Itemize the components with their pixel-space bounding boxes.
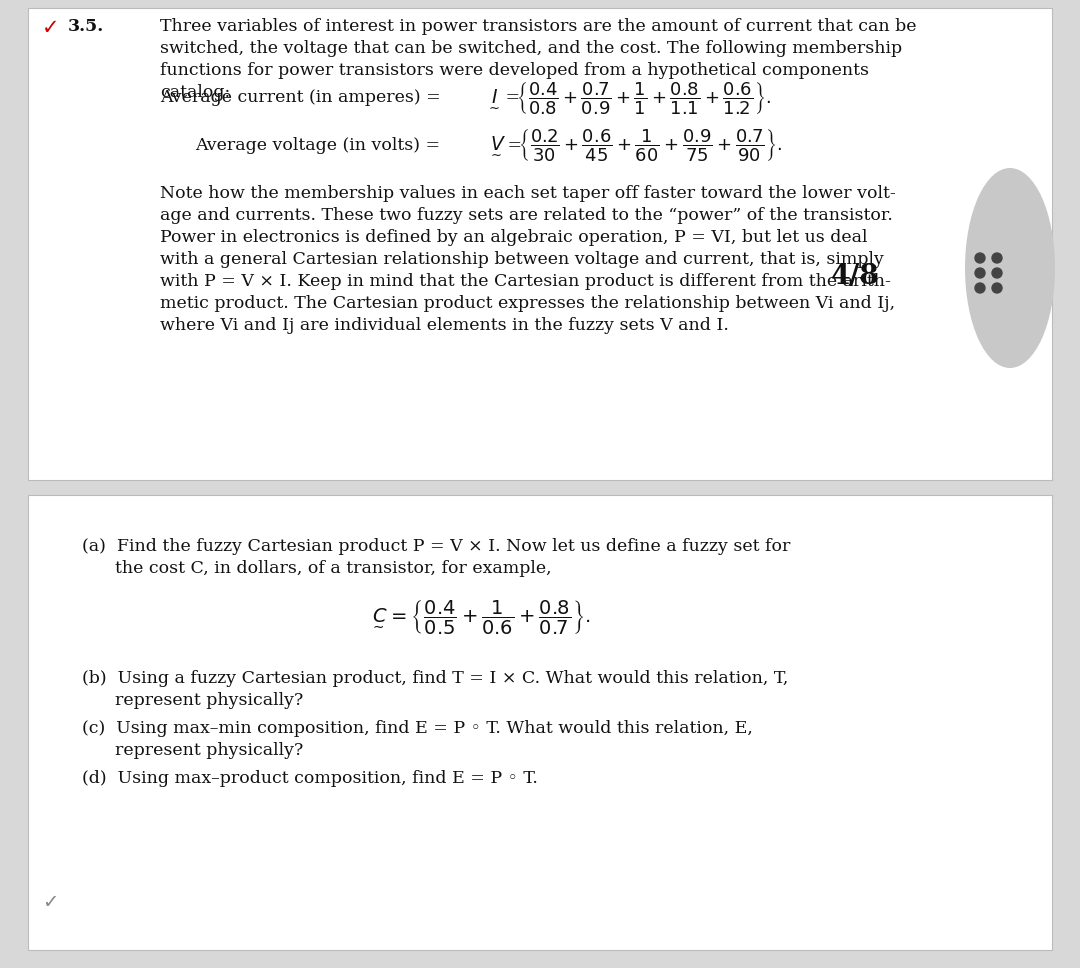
- Text: Note how the membership values in each set taper off faster toward the lower vol: Note how the membership values in each s…: [160, 185, 895, 202]
- FancyBboxPatch shape: [28, 495, 1052, 950]
- Circle shape: [975, 283, 985, 293]
- Text: 3.5.: 3.5.: [68, 18, 105, 35]
- FancyBboxPatch shape: [28, 8, 1052, 480]
- Circle shape: [975, 268, 985, 278]
- Circle shape: [993, 253, 1002, 263]
- Text: Average current (in amperes) =: Average current (in amperes) =: [160, 89, 446, 106]
- Circle shape: [993, 283, 1002, 293]
- Text: metic product. The Cartesian product expresses the relationship between Vi and I: metic product. The Cartesian product exp…: [160, 295, 895, 312]
- Text: 4/8: 4/8: [831, 262, 879, 289]
- Text: $\underset{\sim}{V}$: $\underset{\sim}{V}$: [488, 135, 505, 156]
- Text: with a general Cartesian relationship between voltage and current, that is, simp: with a general Cartesian relationship be…: [160, 251, 883, 268]
- Text: (b)  Using a fuzzy Cartesian product, find T = I × C. What would this relation, : (b) Using a fuzzy Cartesian product, fin…: [82, 670, 788, 687]
- Text: ✓: ✓: [42, 893, 58, 912]
- Text: with P = V × I. Keep in mind that the Cartesian product is different from the ar: with P = V × I. Keep in mind that the Ca…: [160, 273, 891, 290]
- Text: age and currents. These two fuzzy sets are related to the “power” of the transis: age and currents. These two fuzzy sets a…: [160, 207, 893, 224]
- Text: the cost C, in dollars, of a transistor, for example,: the cost C, in dollars, of a transistor,…: [82, 560, 552, 577]
- Text: ✓: ✓: [42, 18, 59, 38]
- Text: $\underset{\sim}{C} = \left\{\dfrac{0.4}{0.5}+\dfrac{1}{0.6}+\dfrac{0.8}{0.7}\ri: $\underset{\sim}{C} = \left\{\dfrac{0.4}…: [369, 599, 591, 637]
- Text: $\underset{\sim}{I}$: $\underset{\sim}{I}$: [486, 87, 500, 108]
- Text: (d)  Using max–product composition, find E = P ◦ T.: (d) Using max–product composition, find …: [82, 770, 538, 787]
- Text: Power in electronics is defined by an algebraic operation, P = VI, but let us de: Power in electronics is defined by an al…: [160, 229, 867, 246]
- Circle shape: [993, 268, 1002, 278]
- Text: (a)  Find the fuzzy Cartesian product P = V × I. Now let us define a fuzzy set f: (a) Find the fuzzy Cartesian product P =…: [82, 538, 791, 555]
- Text: functions for power transistors were developed from a hypothetical components: functions for power transistors were dev…: [160, 62, 869, 79]
- Text: where Vi and Ij are individual elements in the fuzzy sets V and I.: where Vi and Ij are individual elements …: [160, 317, 729, 334]
- Text: represent physically?: represent physically?: [82, 742, 303, 759]
- Text: =: =: [502, 136, 522, 154]
- Text: $\left\{\dfrac{0.4}{0.8}+\dfrac{0.7}{0.9}+\dfrac{1}{1}+\dfrac{0.8}{1.1}+\dfrac{0: $\left\{\dfrac{0.4}{0.8}+\dfrac{0.7}{0.9…: [516, 80, 771, 116]
- Text: catalog:: catalog:: [160, 84, 230, 101]
- Text: $\left\{\dfrac{0.2}{30}+\dfrac{0.6}{45}+\dfrac{1}{60}+\dfrac{0.9}{75}+\dfrac{0.7: $\left\{\dfrac{0.2}{30}+\dfrac{0.6}{45}+…: [518, 127, 783, 163]
- Text: switched, the voltage that can be switched, and the cost. The following membersh: switched, the voltage that can be switch…: [160, 40, 902, 57]
- Text: =: =: [500, 89, 521, 106]
- Text: Average voltage (in volts) =: Average voltage (in volts) =: [195, 136, 446, 154]
- Text: represent physically?: represent physically?: [82, 692, 303, 709]
- Circle shape: [975, 253, 985, 263]
- Text: (c)  Using max–min composition, find E = P ◦ T. What would this relation, E,: (c) Using max–min composition, find E = …: [82, 720, 753, 737]
- Ellipse shape: [966, 168, 1055, 368]
- Text: Three variables of interest in power transistors are the amount of current that : Three variables of interest in power tra…: [160, 18, 917, 35]
